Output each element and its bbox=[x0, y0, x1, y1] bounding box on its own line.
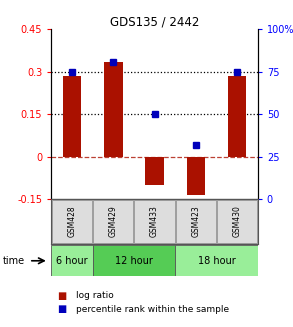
Text: 18 hour: 18 hour bbox=[198, 256, 235, 266]
Text: percentile rank within the sample: percentile rank within the sample bbox=[76, 304, 229, 314]
Text: time: time bbox=[3, 256, 25, 266]
Text: GSM428: GSM428 bbox=[67, 206, 76, 237]
Bar bbox=[228, 76, 246, 157]
Text: GSM423: GSM423 bbox=[191, 206, 200, 237]
Bar bbox=[63, 76, 81, 157]
Bar bbox=[52, 200, 92, 243]
Text: GSM430: GSM430 bbox=[233, 206, 242, 237]
Text: GSM429: GSM429 bbox=[109, 206, 118, 237]
Bar bbox=[134, 200, 175, 243]
Bar bbox=[93, 245, 175, 276]
Bar bbox=[93, 200, 134, 243]
Bar bbox=[145, 157, 164, 185]
Text: 6 hour: 6 hour bbox=[56, 256, 88, 266]
Bar bbox=[104, 62, 122, 157]
Text: ■: ■ bbox=[57, 291, 67, 301]
Bar bbox=[175, 245, 258, 276]
Text: ■: ■ bbox=[57, 304, 67, 314]
Bar bbox=[217, 200, 258, 243]
Bar bbox=[176, 200, 216, 243]
Text: 12 hour: 12 hour bbox=[115, 256, 153, 266]
Text: log ratio: log ratio bbox=[76, 291, 114, 301]
Title: GDS135 / 2442: GDS135 / 2442 bbox=[110, 15, 199, 28]
Bar bbox=[51, 245, 93, 276]
Text: GSM433: GSM433 bbox=[150, 206, 159, 237]
Bar bbox=[187, 157, 205, 195]
